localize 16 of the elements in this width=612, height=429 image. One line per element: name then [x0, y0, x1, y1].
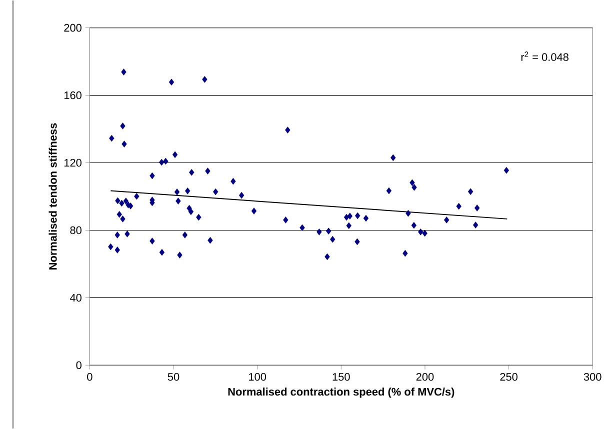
y-tick-label: 200 — [64, 24, 82, 32]
x-tick-label: 300 — [584, 372, 602, 381]
x-axis-title: Normalised contraction speed (% of MVC/s) — [228, 388, 454, 398]
x-tick-label: 150 — [332, 372, 350, 381]
annotation: r$^{2}$ = 0.048 — [521, 52, 568, 61]
y-tick-label: 40 — [70, 294, 82, 302]
x-tick-label: 100 — [249, 372, 266, 381]
y-tick-label: 80 — [70, 226, 82, 234]
y-tick-label: 160 — [64, 91, 82, 100]
x-tick-label: 50 — [168, 372, 180, 381]
x-tick-label: 200 — [416, 372, 434, 381]
y-tick-label: 0 — [76, 361, 82, 370]
y-axis-title: Normalised tendon stiffness — [48, 123, 57, 270]
x-tick-label: 0 — [87, 372, 92, 381]
y-tick-label: 120 — [64, 158, 82, 167]
x-tick-label: 250 — [500, 372, 518, 381]
